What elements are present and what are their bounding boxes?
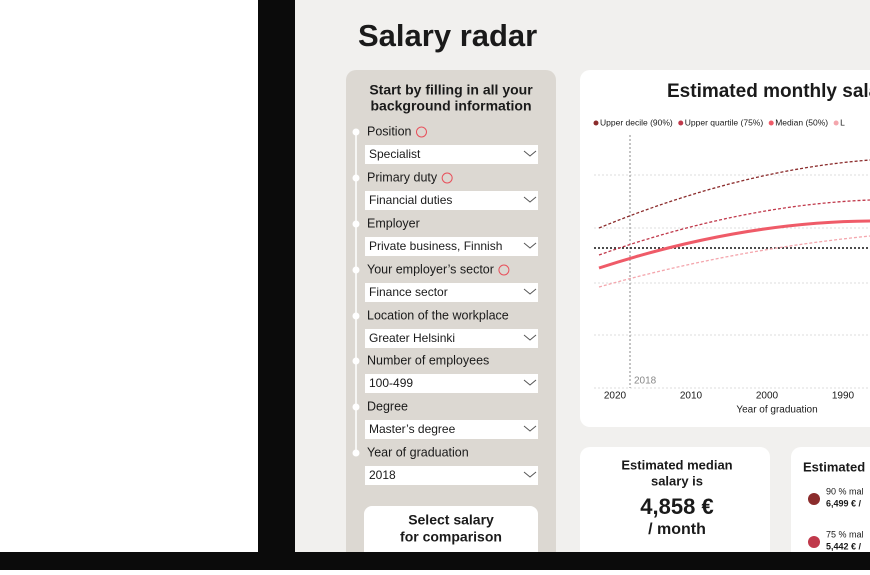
select-box[interactable]	[365, 329, 538, 348]
device-bezel	[0, 552, 870, 570]
range-label: 90 % mal	[826, 486, 864, 496]
field-label: Number of employees	[367, 353, 489, 367]
chart-card	[580, 70, 870, 427]
select-value[interactable]: 100-499	[369, 376, 413, 390]
select-box[interactable]	[365, 145, 538, 164]
legend-label: Upper decile (90%)	[600, 117, 673, 127]
field-label: Position	[367, 124, 412, 138]
page-title: Salary radar	[358, 18, 537, 53]
range-amount: 6,499 € /	[826, 498, 862, 508]
compare-button[interactable]	[364, 506, 538, 566]
select-box[interactable]	[365, 191, 538, 210]
button-text[interactable]: for comparison	[400, 529, 502, 545]
curve-median	[598, 219, 870, 270]
legend-dot	[768, 120, 774, 126]
field-label: Location of the workplace	[367, 308, 509, 322]
x-axis-label: Year of graduation	[736, 405, 817, 416]
timeline-dot	[352, 449, 360, 457]
select-box[interactable]	[365, 466, 538, 485]
info-icon[interactable]	[441, 172, 453, 184]
legend-label: Median (50%)	[775, 117, 828, 127]
field-label: Year of graduation	[367, 445, 469, 459]
range-title: Estimated	[803, 459, 865, 474]
timeline-dot	[352, 312, 360, 320]
range-label: 75 % mal	[826, 529, 864, 539]
median-card	[580, 447, 770, 567]
range-dot	[808, 493, 820, 505]
curve-lower	[598, 235, 870, 288]
legend-dot	[678, 120, 684, 126]
form-heading: Start by filling in all your	[369, 82, 533, 98]
x-tick-label: 2000	[756, 391, 779, 402]
median-text: salary is	[651, 473, 703, 488]
select-arrow[interactable]	[523, 334, 537, 341]
curve-upper-decile	[598, 159, 870, 229]
select-value[interactable]: Finance sector	[369, 285, 448, 299]
select-value[interactable]: Master’s degree	[369, 422, 456, 436]
field-label: Primary duty	[367, 170, 438, 184]
timeline-dot	[352, 266, 360, 274]
field-label: Your employer’s sector	[367, 262, 494, 276]
select-arrow[interactable]	[523, 196, 537, 203]
info-icon[interactable]	[415, 126, 427, 138]
field-label: Degree	[367, 399, 408, 413]
curve-upper-quartile	[598, 199, 870, 256]
timeline-dot	[352, 128, 360, 136]
timeline-dot	[352, 357, 360, 365]
form-heading: background information	[371, 98, 532, 114]
marker-label: 2018	[634, 376, 657, 387]
legend-label: Upper quartile (75%)	[685, 117, 764, 127]
select-arrow[interactable]	[523, 379, 537, 386]
grid	[594, 174, 870, 389]
timeline-dot	[352, 403, 360, 411]
button-text[interactable]: Select salary	[408, 512, 494, 528]
median-text: Estimated median	[621, 457, 732, 472]
select-arrow[interactable]	[523, 471, 537, 478]
select-arrow[interactable]	[523, 425, 537, 432]
chart-title: Estimated monthly sala	[667, 81, 870, 102]
median-unit: / month	[648, 521, 706, 538]
select-arrow[interactable]	[523, 288, 537, 295]
select-value[interactable]: Specialist	[369, 147, 421, 161]
select-box[interactable]	[365, 283, 538, 302]
range-amount: 5,442 € /	[826, 541, 862, 551]
select-arrow[interactable]	[523, 150, 537, 157]
range-dot	[808, 536, 820, 548]
legend-label: L	[840, 117, 845, 127]
select-box[interactable]	[365, 374, 538, 393]
select-arrow[interactable]	[523, 242, 537, 249]
x-tick-label: 2020	[604, 391, 627, 402]
select-box[interactable]	[365, 420, 538, 439]
legend-dot	[833, 120, 839, 126]
legend-dot	[593, 120, 599, 126]
timeline-dot	[352, 174, 360, 182]
select-value[interactable]: Private business, Finnish	[369, 239, 502, 253]
select-value[interactable]: Financial duties	[369, 193, 452, 207]
select-value[interactable]: 2018	[369, 468, 396, 482]
x-tick-label: 2010	[680, 391, 703, 402]
select-value[interactable]: Greater Helsinki	[369, 331, 455, 345]
median-amount: 4,858 €	[640, 494, 713, 519]
info-icon[interactable]	[498, 264, 510, 276]
x-tick-label: 1990	[832, 391, 855, 402]
field-label: Employer	[367, 216, 420, 230]
timeline-dot	[352, 220, 360, 228]
select-box[interactable]	[365, 237, 538, 256]
